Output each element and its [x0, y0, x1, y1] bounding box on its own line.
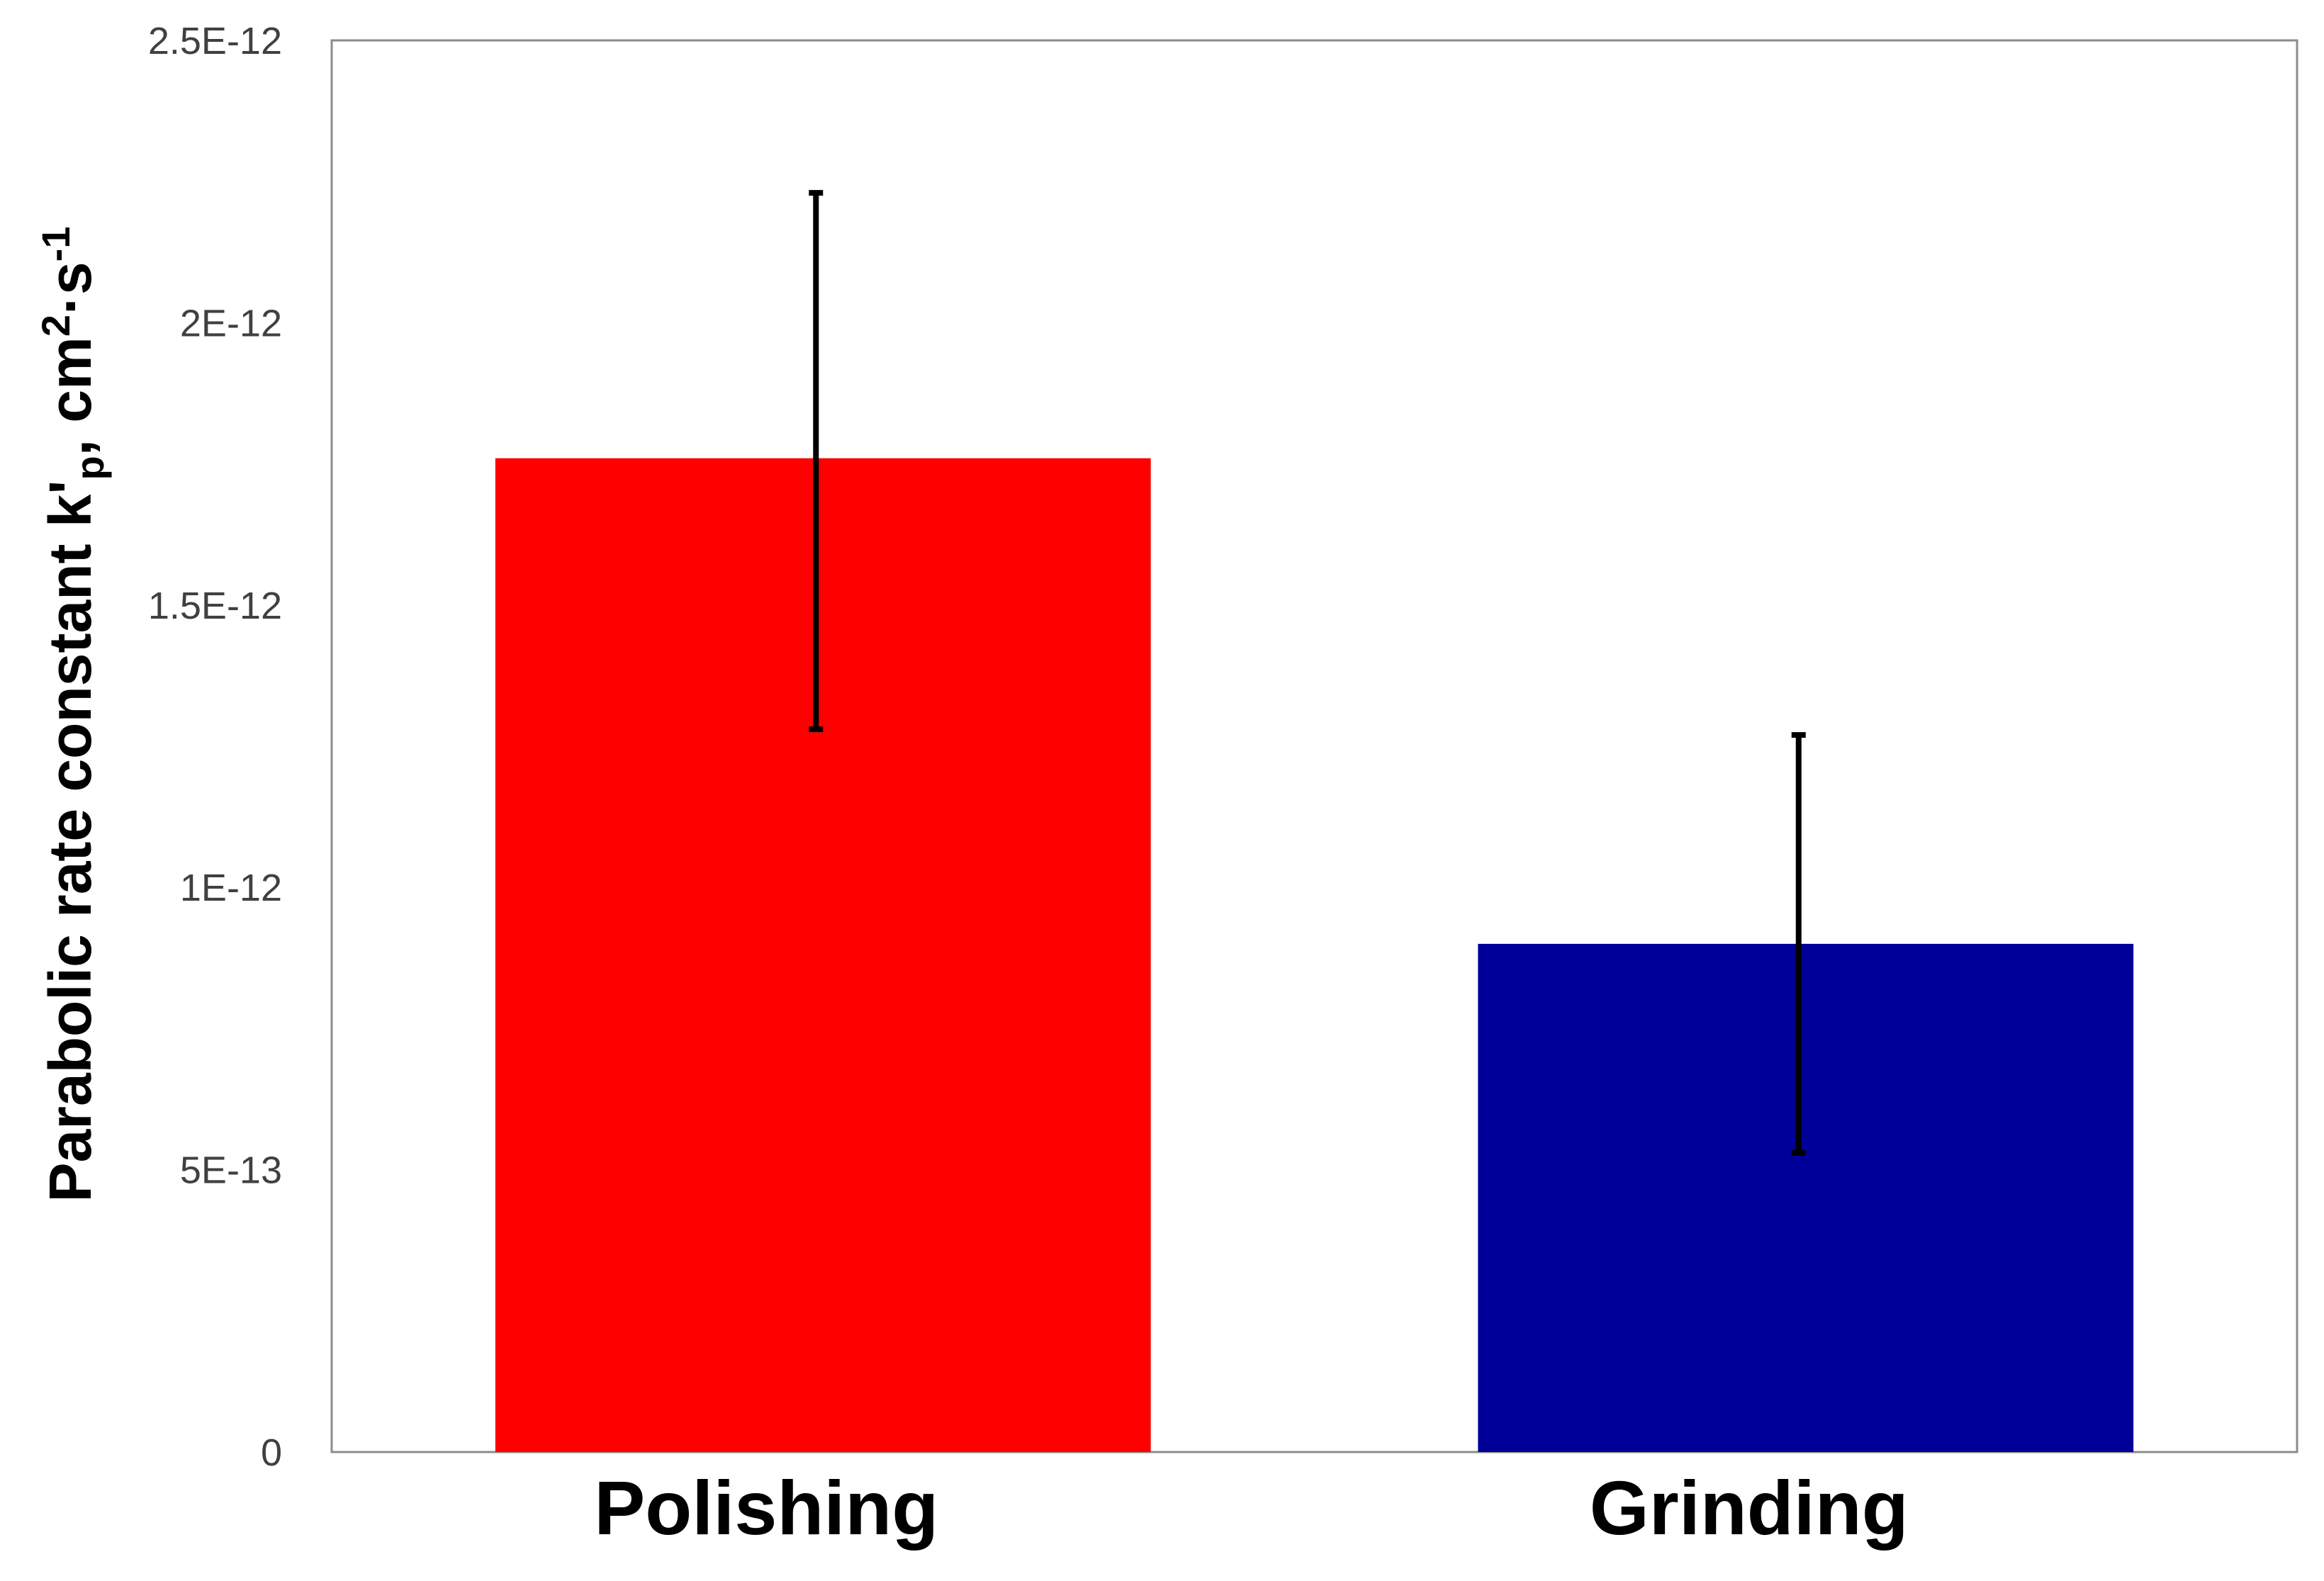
y-tick-label: 2E-12 [180, 302, 282, 344]
y-tick-label: 1E-12 [180, 867, 282, 909]
y-tick-label: 1.5E-12 [148, 585, 282, 627]
error-bar-grinding [1791, 732, 1806, 1156]
y-tick-label: 2.5E-12 [148, 20, 282, 62]
y-axis-title-units: , cm [37, 337, 103, 456]
bar-grinding [1478, 943, 2134, 1452]
y-tick-label: 5E-13 [180, 1149, 282, 1192]
error-bars [809, 190, 1806, 1156]
y-axis-title-subscript: p [67, 456, 112, 480]
plot-area-frame [330, 39, 2298, 1453]
x-category-label-polishing: Polishing [594, 1465, 938, 1551]
y-axis-title-superscript-1: 2 [33, 315, 78, 337]
y-axis-tick-labels: 0 5E-13 1E-12 1.5E-12 2E-12 2.5E-12 [148, 20, 282, 1474]
y-axis-title-dot-s: ·s [37, 261, 103, 315]
y-axis-title: Parabolic rate constant k'p, cm2·s-1 [33, 227, 112, 1203]
x-category-label-grinding: Grinding [1590, 1465, 1909, 1551]
y-tick-label: 0 [261, 1431, 282, 1474]
x-axis-category-labels: Polishing Grinding [594, 1465, 1908, 1551]
y-axis-title-superscript-2: -1 [33, 227, 78, 262]
error-bar-polishing [809, 190, 824, 733]
bar-series [495, 458, 2134, 1452]
y-axis-title-main: Parabolic rate constant k' [37, 480, 103, 1202]
bar-polishing [495, 458, 1151, 1452]
